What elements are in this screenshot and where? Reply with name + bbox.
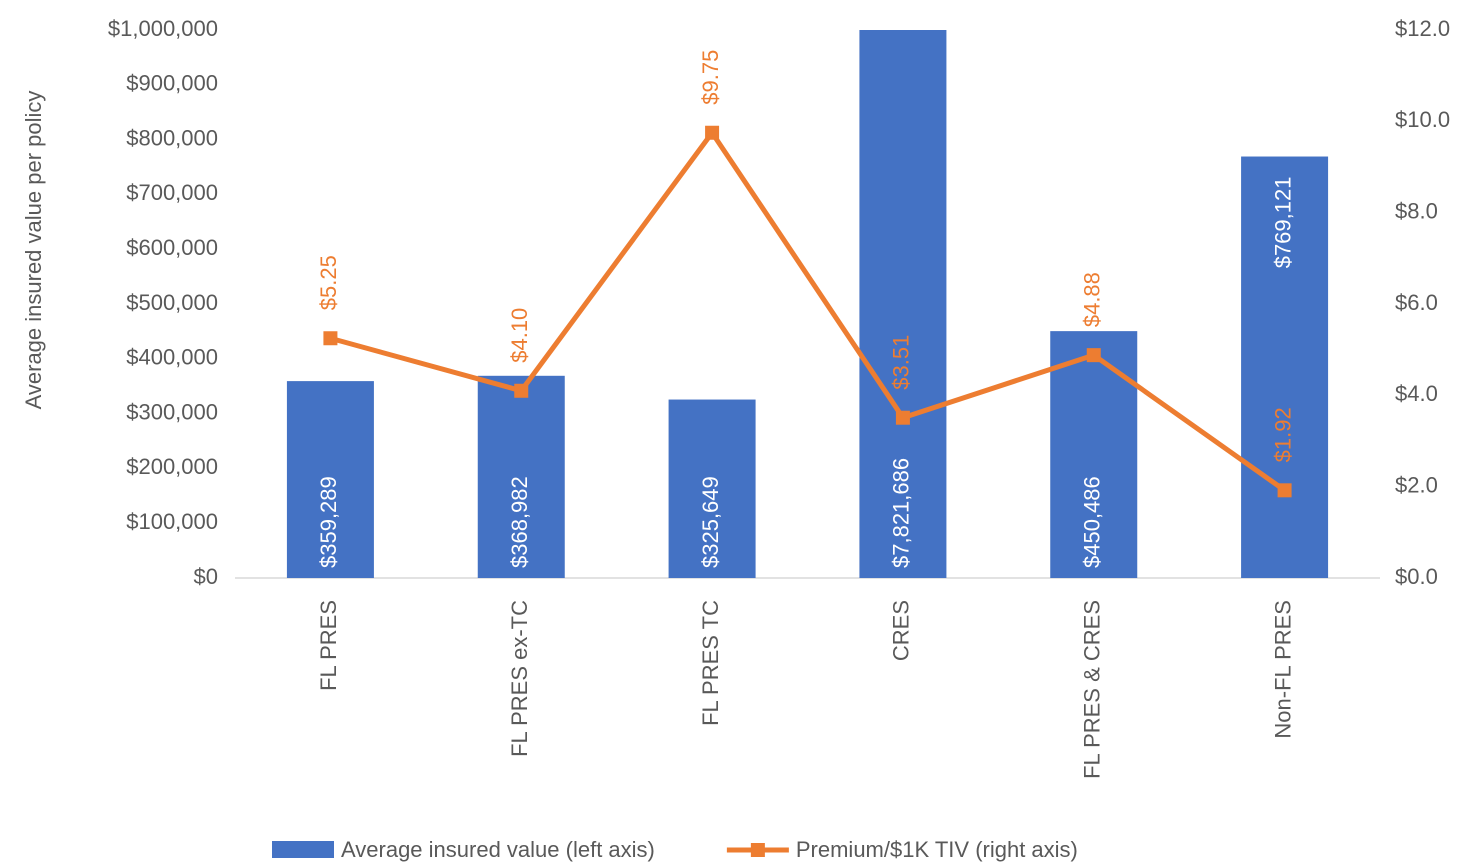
line-value-label: $4.10 xyxy=(507,308,532,363)
line-value-label: $3.51 xyxy=(889,335,914,390)
y2-tick-label: $12.0 xyxy=(1395,16,1450,41)
bar-value-label: $450,486 xyxy=(1080,476,1105,568)
x-tick-label: FL PRES ex-TC xyxy=(507,600,532,757)
y2-tick-label: $2.0 xyxy=(1395,472,1438,497)
line-marker xyxy=(514,383,529,398)
y2-tick-label: $6.0 xyxy=(1395,290,1438,315)
line-value-label: $1.92 xyxy=(1270,407,1295,462)
bar xyxy=(1050,331,1138,578)
bar xyxy=(668,399,756,578)
line xyxy=(329,130,1287,493)
bar-value-label: $7,821,686 xyxy=(889,458,914,568)
y-tick-label: $900,000 xyxy=(126,71,218,96)
bar xyxy=(1241,156,1329,578)
y-tick-label: $300,000 xyxy=(126,399,218,424)
y-tick-label: $600,000 xyxy=(126,235,218,260)
line-marker xyxy=(895,410,910,425)
y2-tick-label: $0.0 xyxy=(1395,564,1438,589)
y-tick-label: $1,000,000 xyxy=(108,16,218,41)
bar xyxy=(477,375,565,578)
x-tick-label: FL PRES & CRES xyxy=(1080,600,1105,779)
line-marker xyxy=(323,331,338,346)
x-tick-label: FL PRES TC xyxy=(698,600,723,726)
bar-value-label: $359,289 xyxy=(316,476,341,568)
bar xyxy=(286,381,374,578)
line-value-label: $9.75 xyxy=(698,50,723,105)
legend-swatch xyxy=(272,841,334,858)
legend-swatch xyxy=(750,843,765,857)
line-marker xyxy=(705,125,720,140)
x-tick-label: Non-FL PRES xyxy=(1270,600,1295,739)
y2-tick-label: $8.0 xyxy=(1395,198,1438,223)
y-tick-label: $200,000 xyxy=(126,454,218,479)
legend-label: Premium/$1K TIV (right axis) xyxy=(796,837,1078,862)
y-tick-label: $500,000 xyxy=(126,290,218,315)
legend-label: Average insured value (left axis) xyxy=(341,837,655,862)
bar xyxy=(859,30,947,578)
y-tick-label: $800,000 xyxy=(126,125,218,150)
line-marker xyxy=(1086,348,1101,363)
line-marker xyxy=(1277,483,1292,498)
y2-tick-label: $10.0 xyxy=(1395,107,1450,132)
plot-area xyxy=(286,30,1329,578)
y-tick-label: $700,000 xyxy=(126,180,218,205)
bar-value-label: $368,982 xyxy=(507,476,532,568)
y-tick-label: $0 xyxy=(194,564,218,589)
bar-value-label: $325,649 xyxy=(698,476,723,568)
x-tick-label: FL PRES xyxy=(316,600,341,691)
line-value-label: $5.25 xyxy=(316,255,341,310)
y-tick-label: $100,000 xyxy=(126,509,218,534)
bar-value-label: $769,121 xyxy=(1270,177,1295,269)
line-value-label: $4.88 xyxy=(1080,272,1105,327)
y2-tick-label: $4.0 xyxy=(1395,381,1438,406)
y-axis-label: Average insured value per policy xyxy=(21,91,46,410)
x-tick-label: CRES xyxy=(889,600,914,661)
y-tick-label: $400,000 xyxy=(126,345,218,370)
